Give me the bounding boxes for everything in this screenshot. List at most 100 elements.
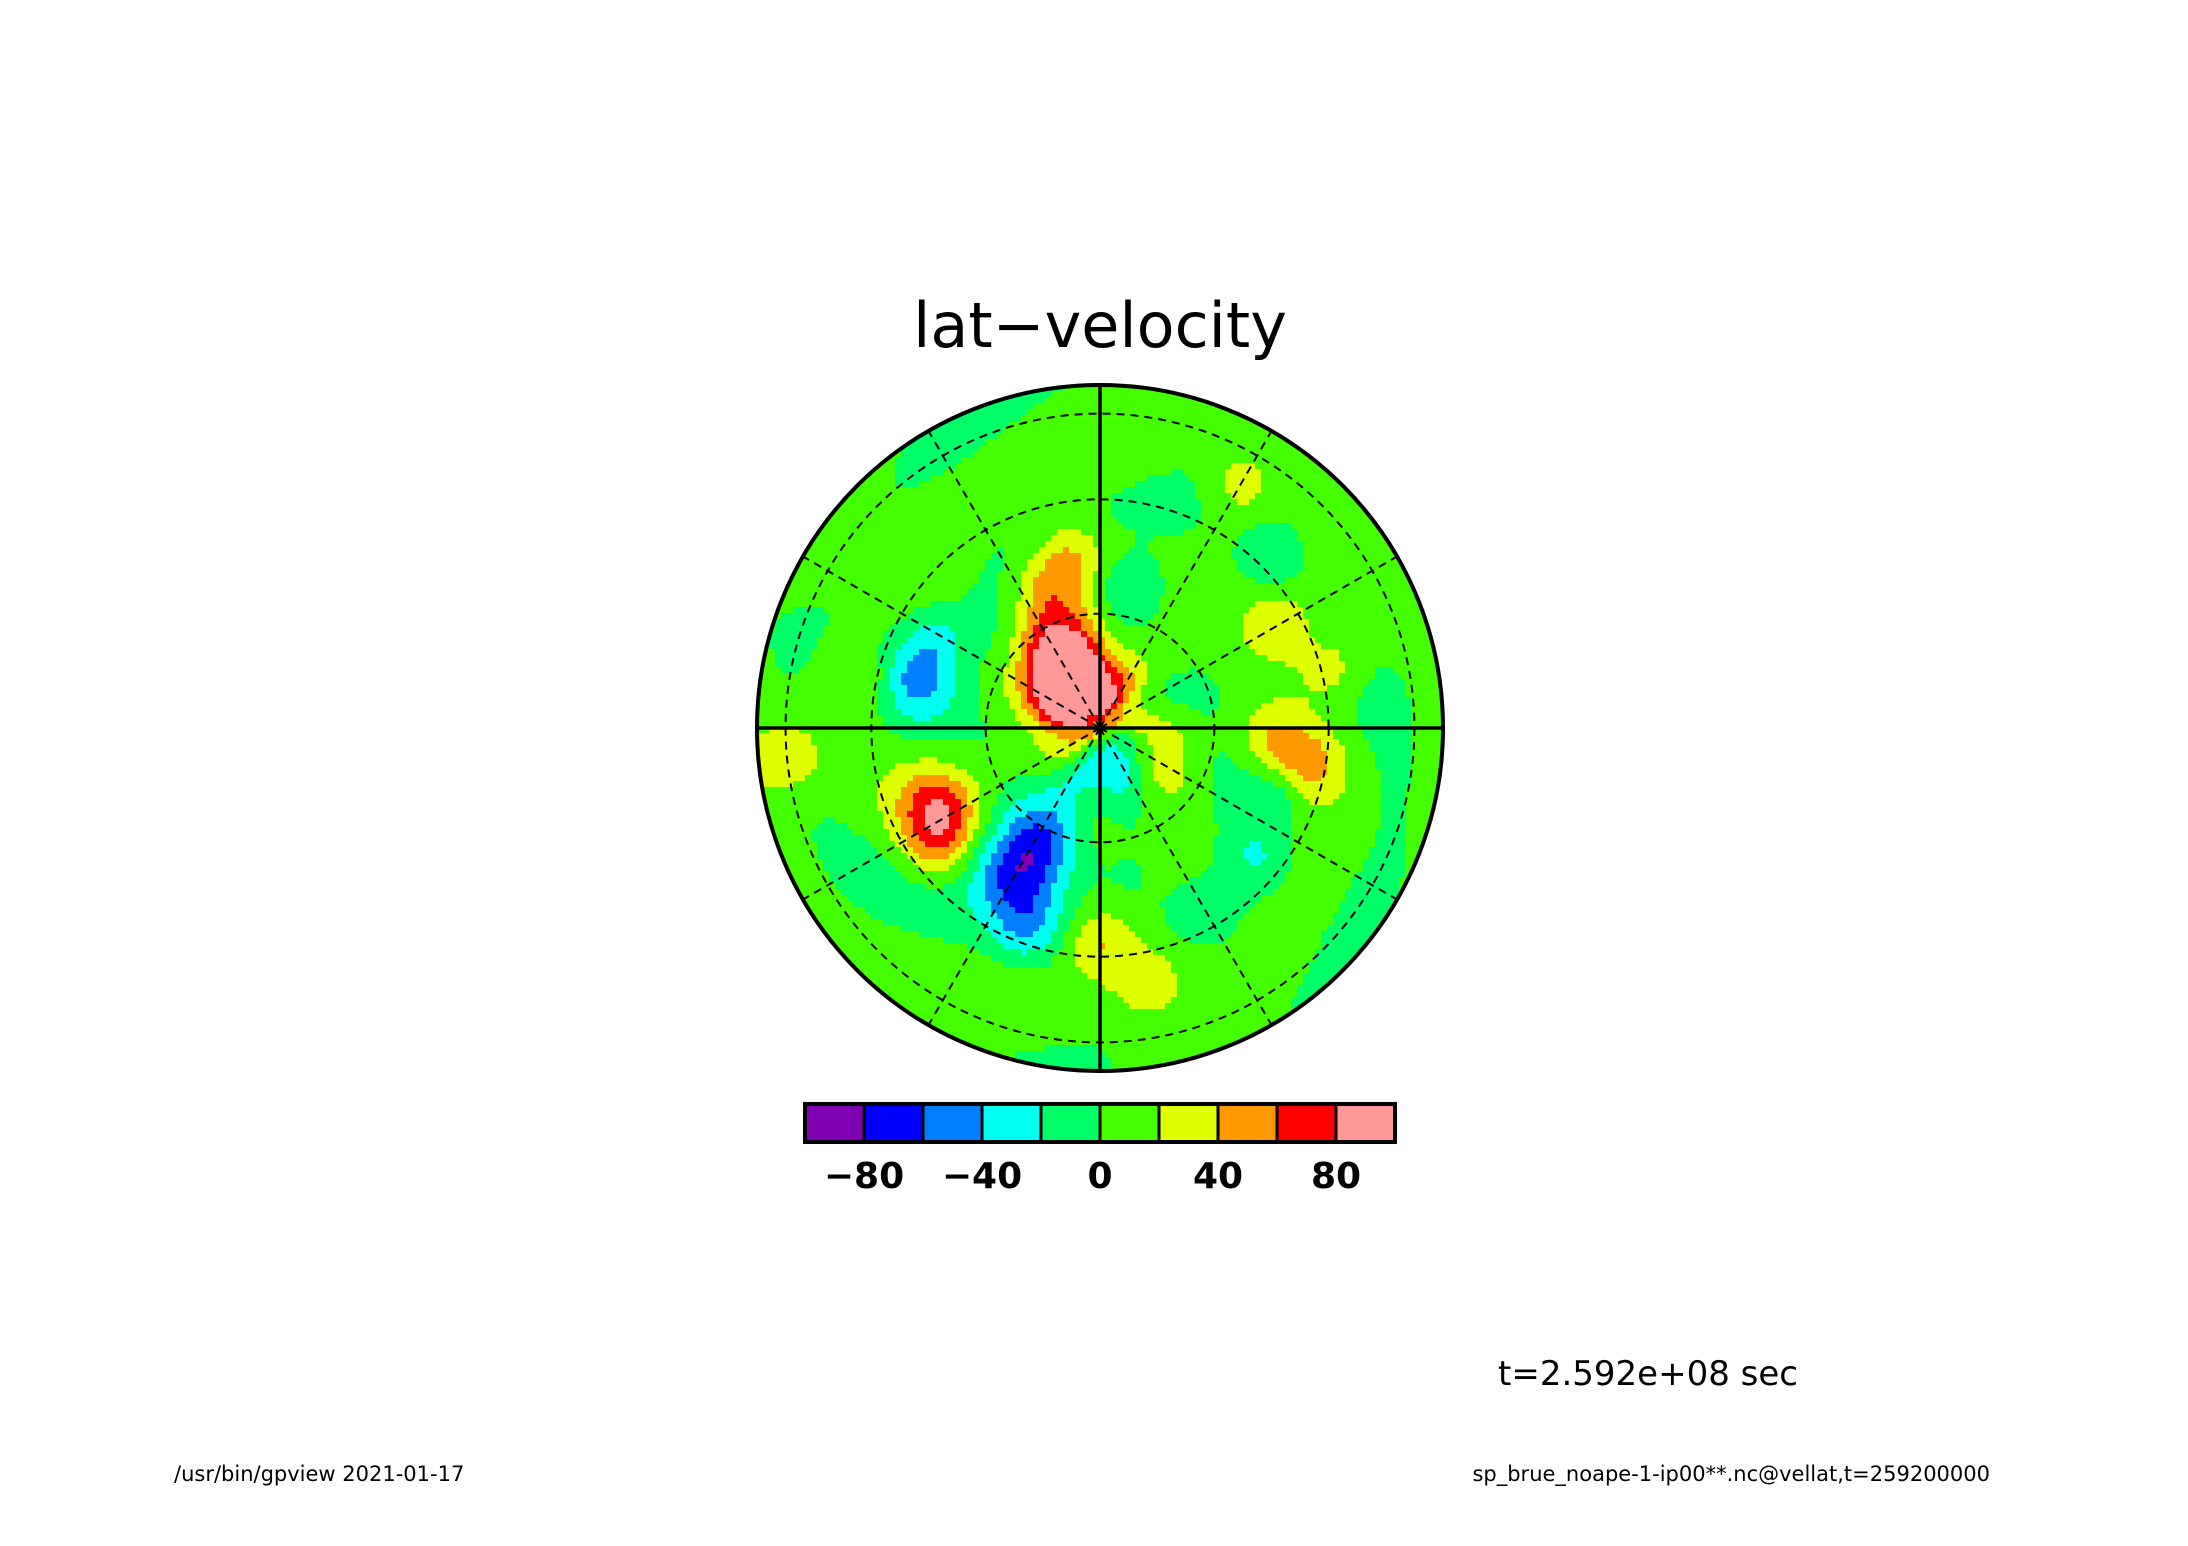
field-cell — [1075, 535, 1082, 542]
field-cell — [769, 607, 776, 614]
field-cell — [1231, 589, 1238, 596]
field-cell — [763, 679, 770, 686]
field-cell — [889, 505, 896, 512]
field-cell — [1225, 619, 1232, 626]
field-cell — [1093, 403, 1100, 410]
field-cell — [853, 595, 860, 602]
field-cell — [1081, 529, 1088, 536]
field-cell — [1171, 679, 1178, 686]
field-cell — [1189, 571, 1196, 578]
field-cell — [1219, 517, 1226, 524]
field-cell — [1207, 541, 1214, 548]
field-cell — [1273, 457, 1280, 464]
field-cell — [1219, 583, 1226, 590]
field-cell — [967, 667, 974, 674]
field-cell — [925, 505, 932, 512]
field-cell — [889, 481, 896, 488]
field-cell — [799, 637, 806, 644]
field-cell — [1189, 583, 1196, 590]
field-cell — [823, 601, 830, 608]
field-cell — [1273, 445, 1280, 452]
field-cell — [1375, 529, 1382, 536]
field-cell — [1087, 667, 1094, 674]
field-cell — [1033, 607, 1040, 614]
field-cell — [1357, 541, 1364, 548]
field-cell — [1351, 685, 1358, 692]
field-cell — [1393, 607, 1400, 614]
field-cell — [943, 469, 950, 476]
field-cell — [1021, 595, 1028, 602]
field-cell — [1129, 547, 1136, 554]
field-cell — [823, 553, 830, 560]
field-cell — [1267, 433, 1274, 440]
field-cell — [1123, 595, 1130, 602]
field-cell — [1177, 487, 1184, 494]
field-cell — [1195, 577, 1202, 584]
field-cell — [1417, 667, 1424, 674]
field-cell — [907, 469, 914, 476]
field-cell — [805, 697, 812, 704]
field-cell — [1075, 631, 1082, 638]
field-cell — [847, 619, 854, 626]
field-cell — [1033, 535, 1040, 542]
field-cell — [1261, 427, 1268, 434]
field-cell — [1339, 553, 1346, 560]
field-cell — [1141, 463, 1148, 470]
field-cell — [1351, 649, 1358, 656]
field-cell — [847, 595, 854, 602]
field-cell — [1279, 475, 1286, 482]
field-cell — [1327, 505, 1334, 512]
field-cell — [1117, 643, 1124, 650]
field-cell — [1099, 565, 1106, 572]
field-cell — [1015, 571, 1022, 578]
field-cell — [1033, 637, 1040, 644]
field-cell — [1237, 571, 1244, 578]
field-cell — [949, 475, 956, 482]
field-cell — [931, 589, 938, 596]
field-cell — [919, 541, 926, 548]
field-cell — [1159, 403, 1166, 410]
field-cell — [1237, 595, 1244, 602]
field-cell — [1375, 559, 1382, 566]
field-cell — [823, 697, 830, 704]
field-cell — [1351, 499, 1358, 506]
field-cell — [895, 529, 902, 536]
field-cell — [1243, 547, 1250, 554]
field-cell — [1081, 463, 1088, 470]
field-cell — [811, 667, 818, 674]
field-cell — [901, 559, 908, 566]
field-cell — [1279, 577, 1286, 584]
field-cell — [1345, 511, 1352, 518]
field-cell — [1069, 397, 1076, 404]
field-cell — [1045, 517, 1052, 524]
field-cell — [991, 529, 998, 536]
field-cell — [1141, 673, 1148, 680]
field-cell — [1105, 589, 1112, 596]
field-cell — [889, 679, 896, 686]
field-cell — [1237, 433, 1244, 440]
field-cell — [1243, 505, 1250, 512]
field-cell — [1063, 631, 1070, 638]
field-cell — [937, 547, 944, 554]
field-cell — [1159, 409, 1166, 416]
field-cell — [1171, 577, 1178, 584]
field-cell — [1153, 691, 1160, 698]
field-cell — [943, 493, 950, 500]
field-cell — [1285, 697, 1292, 704]
field-cell — [901, 505, 908, 512]
field-cell — [1009, 547, 1016, 554]
field-cell — [1405, 559, 1412, 566]
field-cell — [1099, 649, 1106, 656]
field-cell — [1183, 547, 1190, 554]
field-cell — [1069, 697, 1076, 704]
field-cell — [1339, 679, 1346, 686]
field-cell — [1201, 463, 1208, 470]
field-cell — [1273, 637, 1280, 644]
field-cell — [1135, 457, 1142, 464]
field-cell — [1381, 553, 1388, 560]
field-cell — [793, 619, 800, 626]
field-cell — [1135, 547, 1142, 554]
field-cell — [817, 703, 824, 710]
field-cell — [1183, 445, 1190, 452]
field-cell — [1195, 415, 1202, 422]
